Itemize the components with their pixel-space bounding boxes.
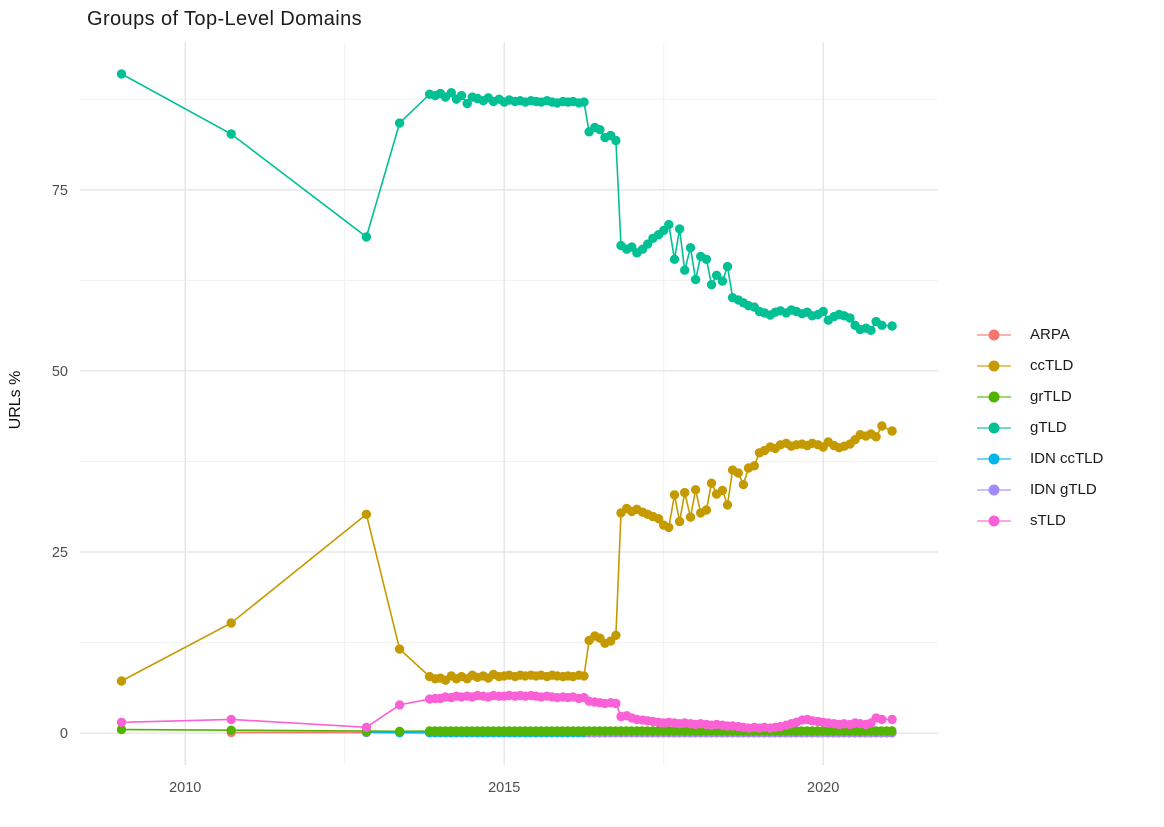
data-point — [669, 254, 680, 264]
data-point — [685, 512, 696, 522]
axis-tick-labels: 0 25 50 75 2010 2015 2020 — [52, 183, 839, 796]
legend-label: IDN gTLD — [1030, 481, 1097, 498]
data-point — [611, 135, 621, 146]
x-tick-label: 2010 — [169, 780, 201, 796]
data-point — [706, 478, 717, 488]
legend-label: sTLD — [1030, 512, 1066, 529]
data-point — [595, 125, 605, 135]
legend-item-arpa: ARPA — [977, 319, 1103, 350]
data-point — [866, 325, 876, 335]
data-point — [361, 722, 372, 732]
data-point — [887, 714, 897, 725]
data-point — [116, 69, 127, 79]
data-point — [611, 630, 621, 640]
data-point — [674, 516, 685, 527]
data-point — [394, 118, 405, 128]
legend-label: gTLD — [1030, 419, 1067, 436]
data-point — [226, 725, 236, 735]
data-point — [669, 490, 680, 500]
data-point — [877, 421, 887, 431]
data-point — [701, 505, 712, 515]
series-cctld — [116, 421, 897, 686]
y-tick-label: 75 — [52, 183, 68, 199]
data-point — [653, 514, 664, 524]
data-point — [877, 320, 887, 330]
legend-key-icon — [977, 422, 1011, 433]
x-tick-label: 2020 — [807, 780, 839, 796]
data-point — [116, 676, 127, 686]
x-tick-label: 2015 — [488, 780, 520, 796]
data-point — [664, 522, 674, 533]
series-gtld — [116, 69, 897, 335]
legend-label: IDN ccTLD — [1030, 450, 1104, 467]
data-point — [685, 243, 696, 253]
data-point — [738, 479, 749, 490]
series-stld — [116, 690, 897, 733]
data-point — [674, 224, 685, 234]
data-point — [361, 509, 372, 519]
data-point — [706, 280, 717, 290]
data-point — [877, 714, 887, 725]
data-point — [456, 90, 467, 101]
data-point — [717, 276, 728, 286]
legend-key-icon — [977, 515, 1011, 526]
data-point — [226, 129, 236, 139]
data-point — [711, 270, 722, 280]
gridlines-minor — [80, 42, 938, 765]
data-point — [845, 313, 855, 323]
chart-title: Groups of Top-Level Domains — [87, 8, 363, 30]
legend-item-cctld: ccTLD — [977, 350, 1103, 381]
data-point — [701, 254, 712, 264]
data-point — [818, 306, 828, 317]
y-tick-label: 50 — [52, 364, 68, 380]
data-point — [887, 321, 897, 331]
legend-label: ARPA — [1030, 326, 1070, 343]
series-line — [121, 73, 893, 332]
data-point — [394, 726, 405, 736]
data-point — [226, 618, 236, 628]
data-point — [887, 426, 897, 436]
data-point — [722, 500, 733, 510]
data-point — [579, 671, 589, 681]
data-point — [733, 468, 743, 478]
legend-item-stld: sTLD — [977, 505, 1103, 536]
data-point — [887, 726, 897, 736]
data-point — [664, 219, 674, 230]
legend-item-idn-gtld: IDN gTLD — [977, 474, 1103, 505]
data-point — [717, 485, 728, 496]
legend-item-grtld: grTLD — [977, 381, 1103, 412]
legend-key-icon — [977, 453, 1011, 464]
legend-item-idn-cctld: IDN ccTLD — [977, 443, 1103, 474]
legend-label: grTLD — [1030, 388, 1072, 405]
data-point — [690, 274, 701, 285]
legend-key-icon — [977, 329, 1011, 340]
y-tick-label: 0 — [60, 726, 68, 742]
data-point — [722, 261, 733, 272]
data-point — [226, 714, 236, 725]
legend: ARPA ccTLD grTLD gTLD IDN ccTLD IDN gTLD sTLD — [977, 319, 1103, 536]
legend-item-gtld: gTLD — [977, 412, 1103, 443]
data-point — [361, 232, 372, 242]
data-point — [394, 700, 405, 710]
data-point — [749, 461, 759, 471]
data-point — [680, 487, 690, 498]
data-point — [680, 265, 690, 275]
legend-key-icon — [977, 360, 1011, 371]
data-point — [462, 98, 472, 109]
gridlines-major — [80, 42, 938, 765]
data-point — [690, 485, 701, 495]
legend-key-icon — [977, 391, 1011, 402]
legend-label: ccTLD — [1030, 357, 1074, 374]
data-point — [116, 724, 127, 735]
data-point — [394, 644, 405, 654]
data-point — [579, 97, 589, 107]
y-tick-label: 25 — [52, 545, 68, 561]
data-point — [611, 698, 621, 709]
legend-key-icon — [977, 484, 1011, 495]
data-point — [871, 432, 881, 442]
data-point — [446, 88, 456, 98]
data-point — [116, 717, 127, 727]
